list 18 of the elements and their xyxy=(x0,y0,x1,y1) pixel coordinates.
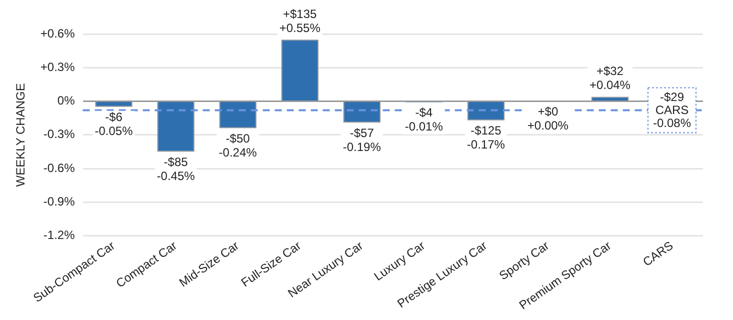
y-tick-label: -0.9% xyxy=(43,194,76,209)
data-label: -$6 -0.05% xyxy=(94,110,134,138)
y-tick-label: 0% xyxy=(57,94,76,108)
y-tick-label: -1.2% xyxy=(43,228,76,242)
data-label: +$135 +0.55% xyxy=(279,6,321,35)
data-label: +$32 +0.04% xyxy=(589,64,631,92)
y-tick-label: -0.6% xyxy=(43,160,76,175)
y-tick-label: +0.3% xyxy=(40,60,76,74)
y-tick-label: +0.6% xyxy=(40,26,76,40)
ref-line-label: -$29 CARS -0.08% xyxy=(652,90,692,130)
data-label: -$4 -0.01% xyxy=(404,106,444,134)
data-label: +$0 +0.00% xyxy=(527,104,569,133)
data-label: -$125 -0.17% xyxy=(466,124,506,152)
y-tick-label: -0.3% xyxy=(43,127,76,142)
data-label: -$57 -0.19% xyxy=(342,126,382,154)
y-axis-title: WEEKLY CHANGE xyxy=(14,83,28,187)
data-label: -$50 -0.24% xyxy=(218,132,258,160)
data-label: -$85 -0.45% xyxy=(156,155,196,184)
